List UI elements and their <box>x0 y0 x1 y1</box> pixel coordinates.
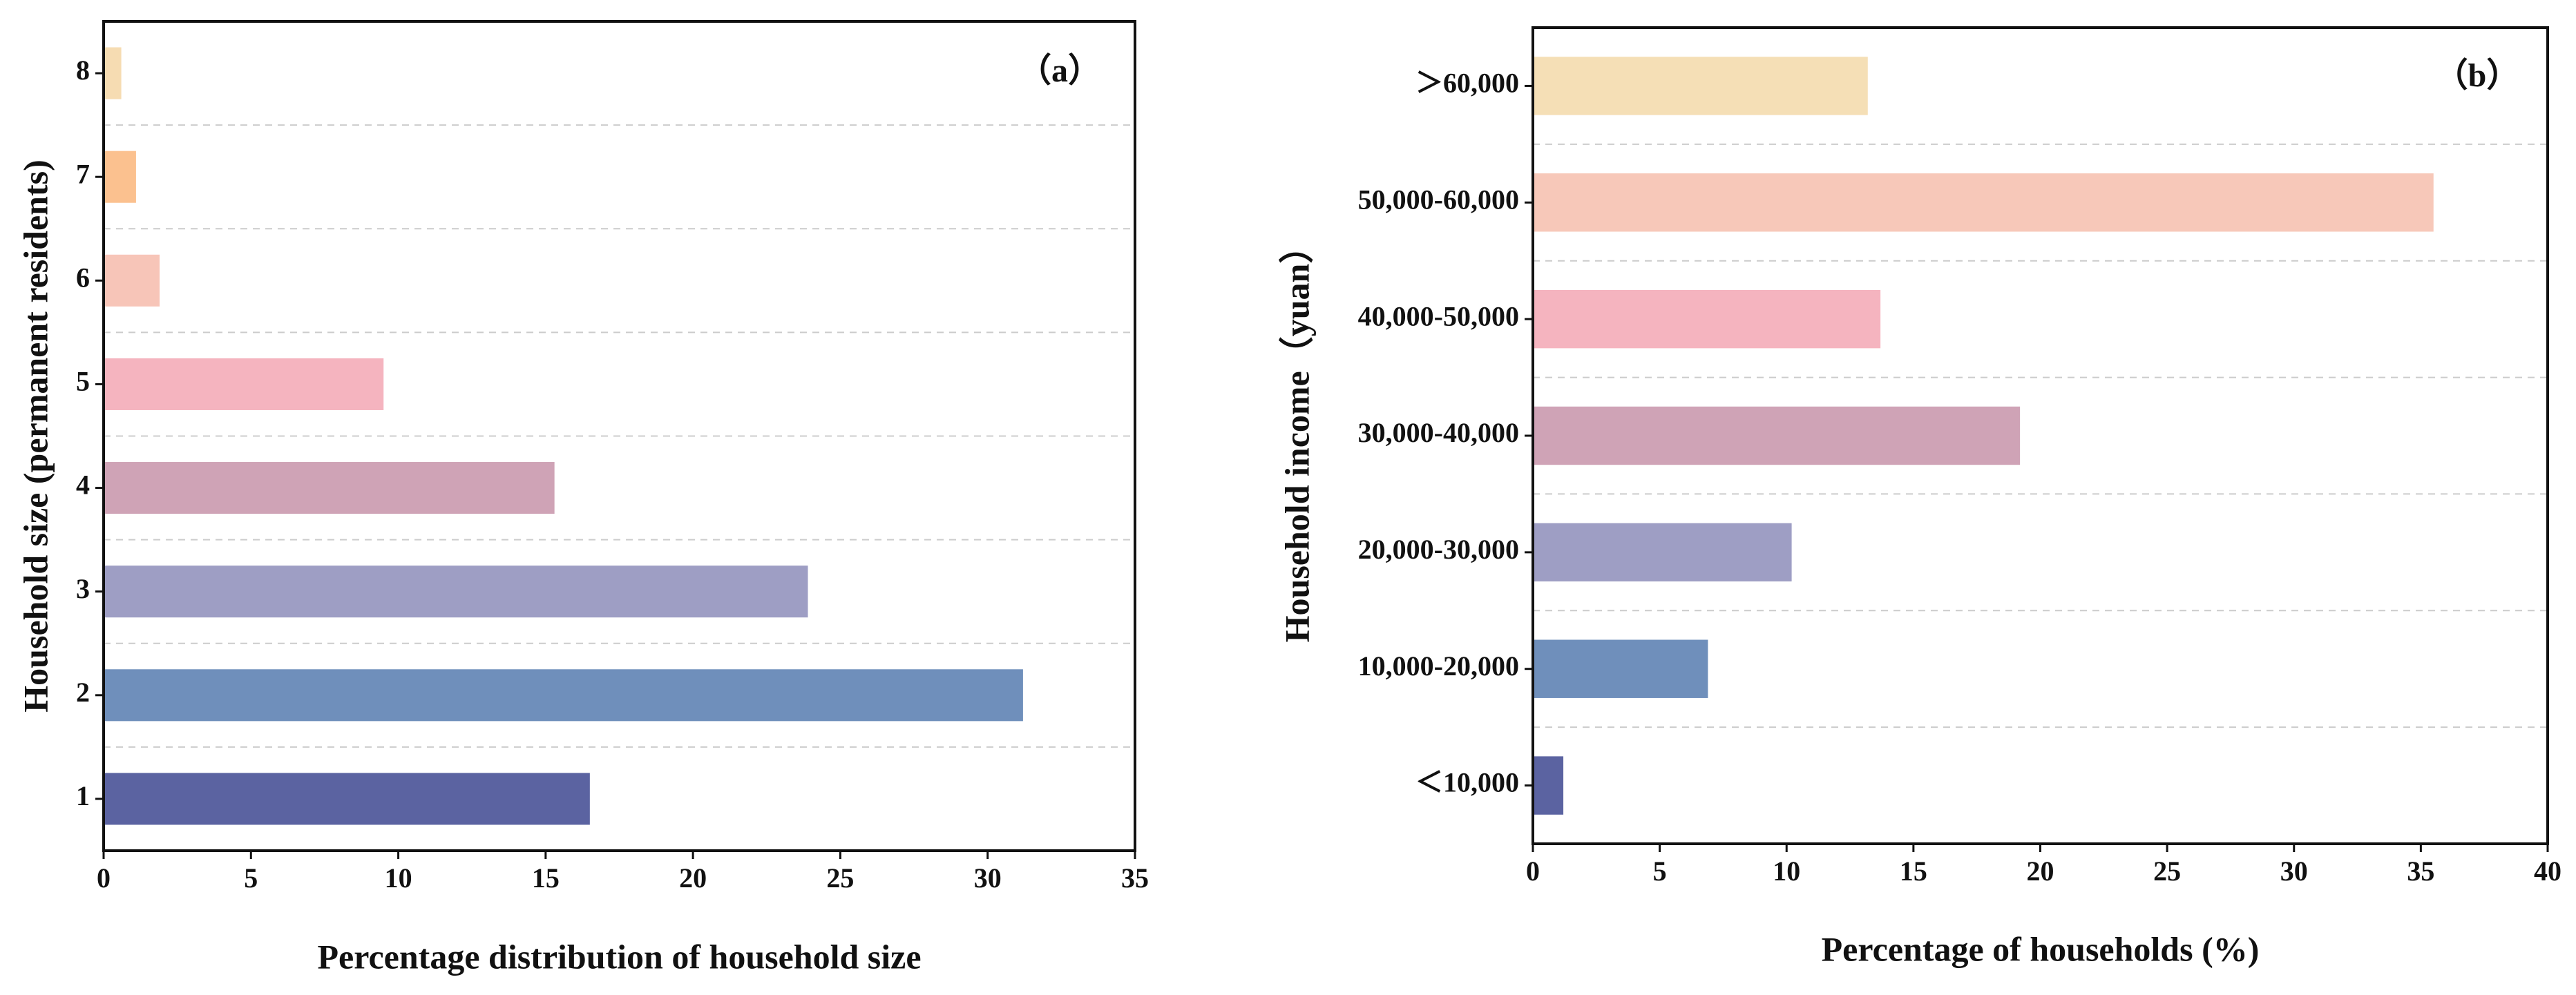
x-tick-label: 5 <box>1653 856 1667 887</box>
bar <box>104 151 136 203</box>
y-tick-label: ＞60,000 <box>1415 68 1519 99</box>
x-tick-label: 35 <box>1121 862 1149 893</box>
x-tick-label: 15 <box>1900 856 1927 887</box>
y-tick-label: 1 <box>76 780 90 811</box>
y-axis-title: Household size (permanent residents) <box>16 160 55 712</box>
y-tick-label: 10,000-20,000 <box>1358 650 1519 682</box>
x-tick-label: 35 <box>2407 856 2434 887</box>
x-tick-label: 0 <box>1526 856 1540 887</box>
y-tick-label: 30,000-40,000 <box>1358 417 1519 448</box>
x-tick-label: 0 <box>97 862 111 893</box>
plot-frame <box>102 20 1136 852</box>
bar <box>1533 523 1792 582</box>
y-axis-title: Household income（yuan） <box>1277 229 1316 643</box>
panel-label: （b） <box>2435 57 2520 94</box>
x-tick-label: 25 <box>2153 856 2181 887</box>
bar <box>1533 57 1868 115</box>
y-tick-label: 5 <box>76 366 90 397</box>
bar <box>104 773 590 825</box>
x-tick-label: 30 <box>2280 856 2308 887</box>
x-tick-label: 10 <box>1773 856 1800 887</box>
x-tick-label: 30 <box>974 862 1002 893</box>
x-axis-title: Percentage distribution of household siz… <box>317 937 921 976</box>
y-tick-label: 4 <box>76 470 90 501</box>
x-tick-label: 10 <box>385 862 412 893</box>
bar <box>104 566 808 618</box>
y-tick-label: 8 <box>76 55 90 86</box>
bar <box>1533 406 2021 465</box>
bar <box>104 462 555 514</box>
bar <box>104 254 160 307</box>
bar <box>104 358 384 410</box>
y-tick-label: 7 <box>76 158 90 189</box>
x-tick-label: 20 <box>2027 856 2054 887</box>
bar <box>1533 289 1881 349</box>
plot-frame <box>1532 26 2549 845</box>
y-tick-label: 20,000-30,000 <box>1358 534 1519 565</box>
y-tick-label: 3 <box>76 573 90 604</box>
bar <box>1533 173 2434 232</box>
bar <box>104 669 1023 722</box>
bar <box>1533 639 1708 698</box>
bar <box>104 47 122 99</box>
x-tick-label: 15 <box>532 862 560 893</box>
x-tick-label: 25 <box>826 862 854 893</box>
x-tick-label: 40 <box>2534 856 2561 887</box>
x-axis-title: Percentage of households (%) <box>1822 929 2260 968</box>
y-tick-label: ＜10,000 <box>1415 767 1519 798</box>
y-tick-label: 6 <box>76 262 90 293</box>
y-tick-label: 2 <box>76 677 90 708</box>
y-tick-label: 50,000-60,000 <box>1358 184 1519 215</box>
x-tick-label: 20 <box>679 862 707 893</box>
bar <box>1533 756 1564 815</box>
x-tick-label: 5 <box>244 862 258 893</box>
panel-label: （a） <box>1018 52 1101 89</box>
y-tick-label: 40,000-50,000 <box>1358 300 1519 331</box>
